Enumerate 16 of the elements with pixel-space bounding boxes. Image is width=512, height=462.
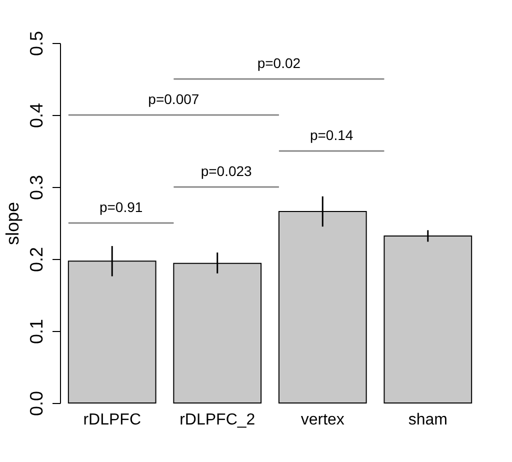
x-tick-label: rDLPFC_2 — [180, 412, 256, 428]
y-tick-label: 0.3 — [26, 174, 46, 200]
x-tick-label: sham — [408, 412, 448, 428]
y-tick-label: 0.5 — [26, 30, 46, 56]
annotation: p=0.023 — [200, 163, 252, 179]
x-tick-label: rDLPFC — [83, 412, 141, 428]
y-tick-label: 0.4 — [26, 102, 46, 128]
annotation: p=0.91 — [99, 199, 143, 215]
y-tick-label: 0.1 — [26, 318, 46, 344]
annotation: p=0.02 — [257, 55, 301, 71]
y-axis-title: slope — [2, 202, 22, 246]
x-tick-label: vertex — [300, 412, 344, 428]
y-tick-label: 0.0 — [26, 390, 46, 416]
annotation: p=0.007 — [148, 91, 200, 107]
y-tick-label: 0.2 — [26, 246, 46, 272]
annotation: p=0.14 — [310, 127, 354, 143]
